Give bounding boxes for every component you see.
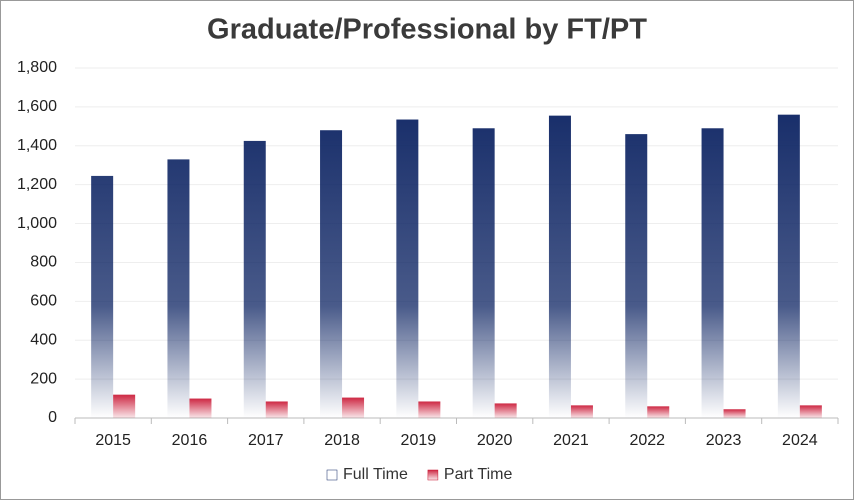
legend-label: Part Time xyxy=(444,466,513,483)
y-tick-label: 200 xyxy=(30,370,57,387)
bar xyxy=(647,406,670,418)
bar xyxy=(570,405,593,418)
bar xyxy=(167,159,190,418)
bar xyxy=(777,114,800,419)
bar xyxy=(342,397,365,418)
bar xyxy=(243,140,266,418)
y-tick-label: 1,400 xyxy=(17,137,57,154)
bar xyxy=(189,398,212,418)
bar xyxy=(418,401,441,418)
bar xyxy=(723,409,746,418)
x-tick-label: 2021 xyxy=(553,432,589,449)
y-tick-label: 600 xyxy=(30,293,57,310)
legend-swatch xyxy=(427,469,439,481)
y-tick-label: 400 xyxy=(30,331,57,348)
x-tick-label: 2016 xyxy=(172,432,208,449)
x-tick-label: 2024 xyxy=(782,432,818,449)
y-tick-label: 1,200 xyxy=(17,176,57,193)
bar xyxy=(396,119,419,419)
y-tick-label: 1,000 xyxy=(17,215,57,232)
legend-label: Full Time xyxy=(343,466,408,483)
x-tick-label: 2020 xyxy=(477,432,513,449)
legend-swatch xyxy=(326,469,338,481)
bar xyxy=(701,128,724,418)
bar xyxy=(494,403,517,418)
x-tick-label: 2018 xyxy=(324,432,360,449)
y-tick-label: 1,800 xyxy=(17,59,57,76)
y-tick-label: 0 xyxy=(48,409,57,426)
x-tick-label: 2019 xyxy=(401,432,437,449)
bar xyxy=(625,134,648,418)
bar xyxy=(320,130,343,418)
bar xyxy=(91,175,114,418)
x-tick-label: 2015 xyxy=(95,432,131,449)
x-tick-label: 2017 xyxy=(248,432,284,449)
bar xyxy=(799,405,822,418)
bar xyxy=(472,128,495,418)
bar xyxy=(113,394,136,418)
bar xyxy=(265,401,288,418)
y-tick-label: 800 xyxy=(30,254,57,271)
bar xyxy=(548,115,571,418)
x-tick-label: 2022 xyxy=(629,432,665,449)
y-tick-label: 1,600 xyxy=(17,98,57,115)
chart-title: Graduate/Professional by FT/PT xyxy=(207,14,647,46)
x-tick-label: 2023 xyxy=(706,432,742,449)
